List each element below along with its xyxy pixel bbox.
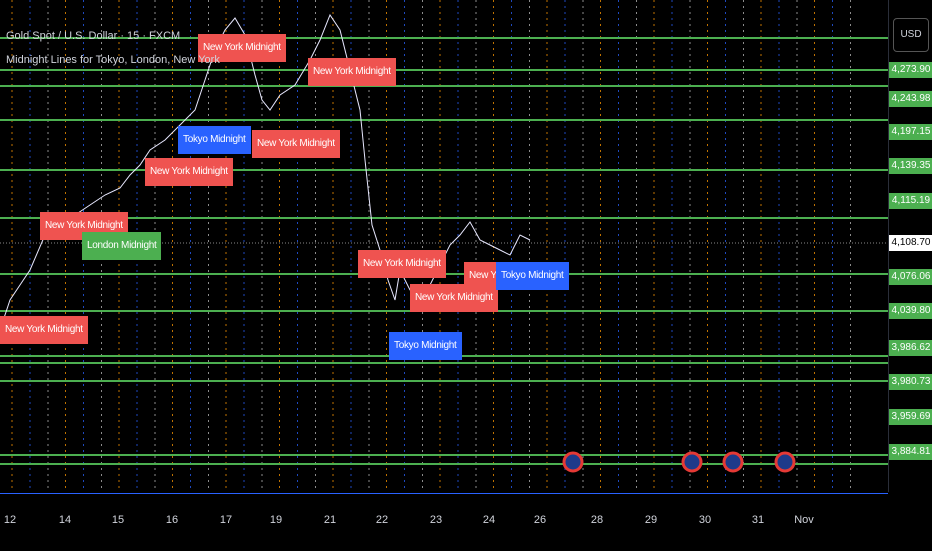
time-axis: 12 14 15 16 17 19 21 22 23 24 26 28 29 30 31 Nov [0,493,888,551]
chart-label: New York Midnight [0,316,88,344]
time-label: 29 [644,514,658,526]
price-label: 4,139.35 [889,158,932,174]
price-label: 4,039.80 [889,303,932,319]
time-label: 30 [698,514,712,526]
price-line [0,13,531,331]
time-label: 26 [533,514,547,526]
event-icon[interactable] [681,451,703,473]
time-label: 17 [219,514,233,526]
time-label: 31 [751,514,765,526]
chart-label: New York Midnight [358,250,446,278]
price-label: 3,959.69 [889,409,932,425]
current-price-label: 4,108.70 [889,235,932,251]
time-label: 19 [269,514,283,526]
time-label: 24 [482,514,496,526]
time-label: 21 [323,514,337,526]
indicator-name[interactable]: Midnight Lines for Tokyo, London, New Yo… [6,54,220,66]
chart-label: New York Midnight [308,58,396,86]
time-label: 28 [590,514,604,526]
price-label: 4,197.15 [889,124,932,140]
event-icon[interactable] [562,451,584,473]
price-label: 3,980.73 [889,374,932,390]
symbol-title[interactable]: Gold Spot / U.S. Dollar · 15 · FXCM [6,30,181,42]
time-label: 16 [165,514,179,526]
chart-label: London Midnight [82,232,162,260]
time-label: 23 [429,514,443,526]
chart-label: New York Midnight [198,34,286,62]
time-label: Nov [794,514,814,526]
price-label: 4,273.90 [889,62,932,78]
chart-label: Tokyo Midnight [389,332,462,360]
chart-label: New York Midnight [145,158,233,186]
chart-label: Tokyo Midnight [178,126,251,154]
currency-button[interactable]: USD [893,18,929,52]
price-label: 4,115.19 [889,193,932,209]
session-lines [11,0,851,492]
time-label: 22 [375,514,389,526]
price-label: 4,243.98 [889,91,932,107]
price-axis: 4,273.90 4,243.98 4,197.15 4,139.35 4,115.19… [888,0,932,492]
time-label: 15 [111,514,125,526]
price-label: 3,986.62 [889,340,932,356]
chart-label: Tokyo Midnight [496,262,569,290]
event-icon[interactable] [722,451,744,473]
price-label: 4,076.06 [889,269,932,285]
time-label: 12 [3,514,17,526]
time-label: 14 [58,514,72,526]
chart-label: New York Midnight [252,130,340,158]
price-label: 3,884.81 [889,444,932,460]
event-icon[interactable] [774,451,796,473]
